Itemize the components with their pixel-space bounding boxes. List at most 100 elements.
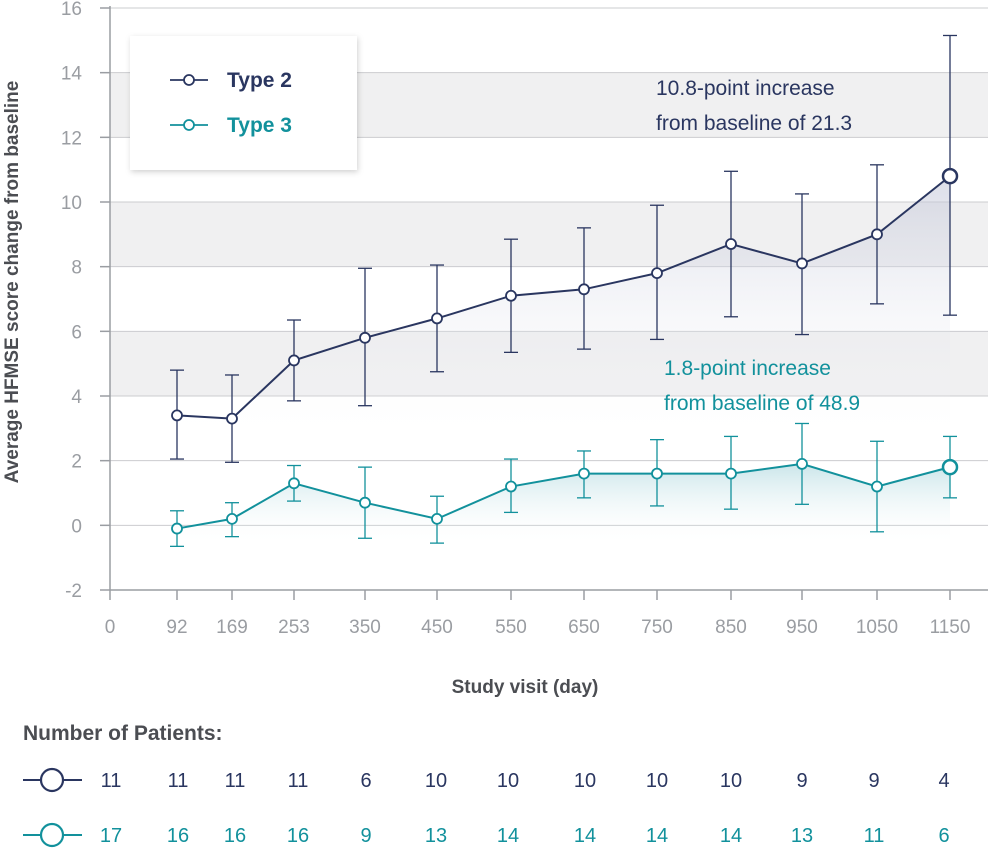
data-point: [226, 512, 238, 525]
series-line: [176, 175, 951, 420]
legend-marker: [183, 74, 195, 86]
patient-count: 10: [646, 770, 668, 792]
axes: [100, 6, 988, 600]
patient-count: 13: [425, 825, 447, 847]
patient-count: 9: [360, 825, 371, 847]
patient-count: 16: [287, 825, 309, 847]
series-area-2: [177, 176, 950, 448]
data-point: [171, 522, 183, 535]
data-point: [226, 412, 238, 425]
x-tick-label: 850: [715, 617, 747, 638]
data-points: [171, 167, 959, 535]
x-tick-label: 92: [166, 617, 187, 638]
x-tick-label: 350: [349, 617, 381, 638]
patient-count: 17: [100, 825, 122, 847]
legend: Type 2 Type 3: [130, 36, 357, 170]
patient-count: 6: [938, 825, 949, 847]
annotation-text: 10.8-point increase: [656, 77, 835, 100]
data-point: [288, 477, 300, 490]
series-line: [176, 462, 951, 530]
patient-count: 4: [938, 770, 949, 792]
patients-title: Number of Patients:: [23, 722, 223, 745]
annotation-text: from baseline of 48.9: [664, 392, 860, 415]
y-tick-label: 8: [71, 258, 82, 279]
y-tick-label: 4: [71, 387, 82, 408]
x-tick-label: 550: [495, 617, 527, 638]
y-tick-label: 0: [71, 516, 82, 537]
data-point: [171, 409, 183, 422]
patient-count: 11: [864, 825, 885, 847]
series-lines: [176, 175, 951, 530]
legend-label: Type 3: [227, 114, 292, 137]
data-point: [578, 283, 590, 296]
data-point: [578, 467, 590, 480]
data-point: [725, 238, 737, 250]
patient-count: 11: [168, 770, 189, 792]
patient-count: 9: [868, 770, 879, 792]
patient-count: 9: [796, 770, 807, 792]
data-point: [505, 289, 517, 302]
x-tick-label: 1150: [930, 617, 971, 638]
y-tick-label: -2: [65, 581, 82, 602]
legend-marker: [183, 119, 195, 131]
y-tick-label: 10: [61, 193, 82, 214]
patients-table: 11 11 11 11 6 10 10 10 10 10 9 9 4 17 16 16 16 9 13 14 14 14 1…: [23, 767, 950, 848]
x-tick-label: 0: [105, 617, 116, 638]
tick-labels: -2 0 2 4 6 8 10 12 14 16 0 92 169 253 350 450 550 650 750 8…: [61, 0, 971, 638]
patient-count: 11: [225, 770, 246, 792]
data-point: [725, 467, 737, 480]
x-axis-title: Study visit (day): [452, 677, 599, 698]
patient-count: 10: [497, 770, 519, 792]
patient-count: 10: [574, 770, 596, 792]
patients-row-marker: [39, 822, 65, 848]
patient-count: 10: [720, 770, 742, 792]
patient-count: 11: [288, 770, 309, 792]
data-point: [941, 458, 959, 476]
patient-count: 16: [167, 825, 189, 847]
patient-count: 14: [497, 825, 519, 847]
x-tick-label: 450: [421, 617, 453, 638]
data-point: [288, 354, 300, 367]
x-tick-label: 650: [568, 617, 600, 638]
data-point: [941, 167, 959, 185]
data-point: [796, 257, 808, 270]
patients-row-marker: [39, 767, 65, 793]
y-tick-label: 14: [61, 64, 83, 85]
patient-count: 13: [791, 825, 813, 847]
x-tick-label: 950: [786, 617, 818, 638]
data-point: [431, 312, 443, 325]
patient-count: 11: [101, 770, 122, 792]
annotations: 10.8-point increase from baseline of 21.3…: [656, 77, 860, 415]
data-point: [871, 480, 883, 493]
y-tick-label: 6: [71, 322, 82, 343]
data-point: [651, 267, 663, 280]
data-point: [796, 457, 808, 470]
patient-count: 16: [224, 825, 246, 847]
y-axis-title: Average HFMSE score change from baseline: [2, 81, 23, 484]
patient-count: 14: [720, 825, 742, 847]
data-point: [359, 496, 371, 509]
y-tick-label: 2: [71, 452, 82, 473]
patient-count: 14: [574, 825, 596, 847]
series-area-3: [177, 463, 950, 545]
series-areas: [177, 176, 950, 545]
y-tick-label: 12: [61, 128, 82, 149]
x-tick-label: 253: [278, 617, 310, 638]
data-point: [431, 512, 443, 525]
annotation-text: 1.8-point increase: [664, 357, 831, 380]
patient-count: 10: [425, 770, 447, 792]
x-tick-label: 169: [216, 617, 248, 638]
data-point: [359, 331, 371, 344]
data-point: [505, 480, 517, 493]
patient-count: 6: [360, 770, 371, 792]
legend-box: [130, 36, 357, 170]
data-point: [871, 228, 883, 241]
y-tick-label: 16: [61, 0, 82, 20]
annotation-text: from baseline of 21.3: [656, 112, 852, 135]
data-point: [651, 467, 663, 480]
x-tick-label: 750: [641, 617, 673, 638]
patient-count: 14: [646, 825, 668, 847]
x-tick-label: 1050: [856, 617, 898, 638]
legend-label: Type 2: [227, 69, 292, 92]
